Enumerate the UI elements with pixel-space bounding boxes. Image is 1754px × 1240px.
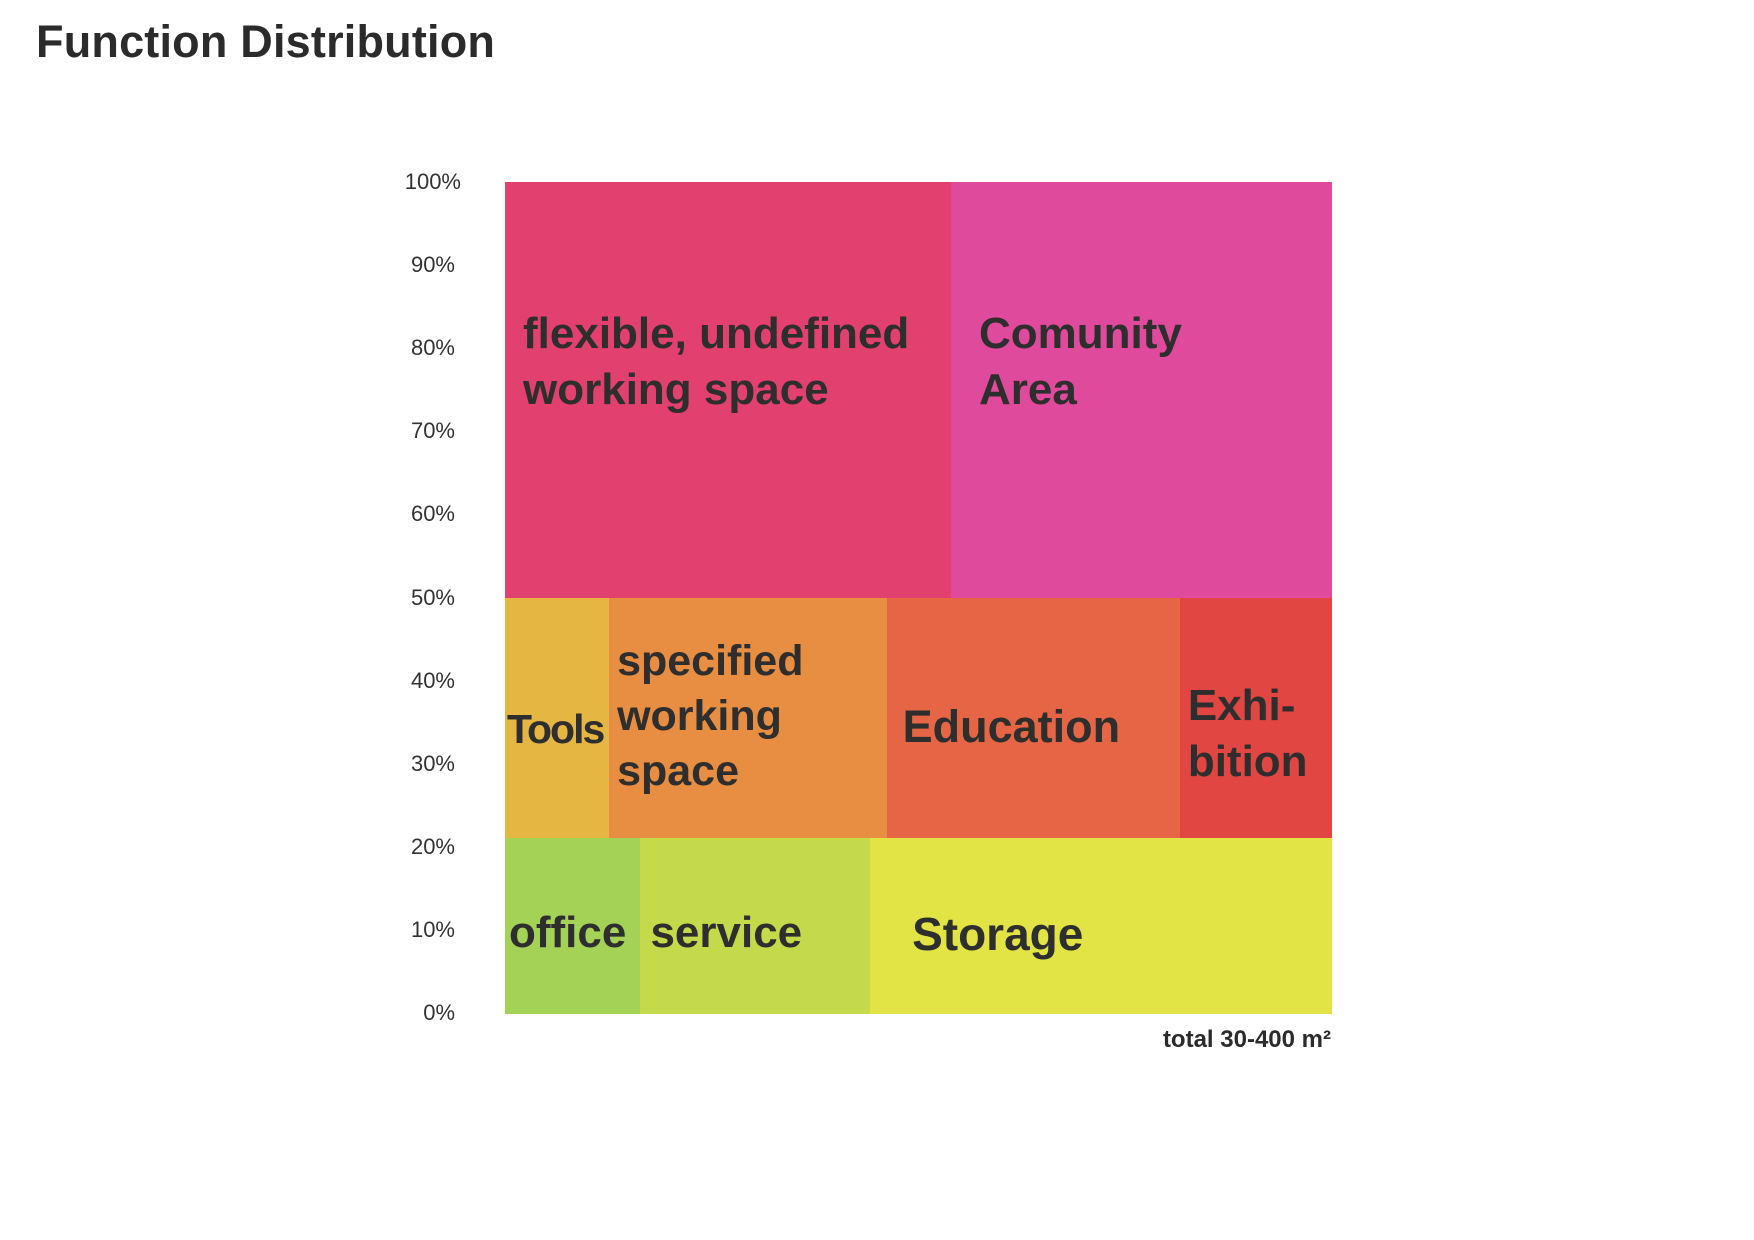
y-tick-label: 70% — [410, 418, 455, 444]
y-tick-label: 60% — [410, 501, 455, 527]
y-tick-label: 40% — [410, 667, 455, 693]
treemap-block: flexible, undefined working space — [505, 182, 952, 599]
y-tick-label: 20% — [410, 833, 455, 859]
total-area-label: total 30-400 m² — [1162, 1026, 1331, 1053]
y-tick-label: 100% — [404, 169, 461, 194]
treemap-block: Education — [886, 597, 1181, 840]
treemap-block-label: specified working space — [617, 636, 804, 795]
y-tick-label: 90% — [410, 252, 455, 278]
treemap-block: service — [640, 838, 871, 1014]
y-tick-label: 80% — [410, 335, 455, 361]
treemap-block: office — [505, 838, 642, 1014]
treemap-block: specified working space — [609, 597, 888, 840]
treemap-block: Exhi- bition — [1179, 597, 1332, 840]
treemap-block-label: Storage — [912, 908, 1084, 961]
page-title: Function Distribution — [36, 16, 496, 67]
treemap-block-label: service — [650, 908, 803, 958]
y-tick-label: 50% — [410, 584, 455, 610]
treemap-plot-area: flexible, undefined working space Comunit… — [505, 182, 1332, 1014]
treemap-block-label: flexible, undefined working space — [523, 309, 910, 415]
treemap-block: Comunity Area — [951, 182, 1332, 599]
treemap-block-label: office — [509, 908, 627, 958]
treemap-block-label: Exhi- bition — [1187, 680, 1308, 786]
treemap-block-label: Comunity Area — [979, 309, 1182, 415]
treemap-block-label: Education — [902, 700, 1121, 752]
y-tick-label: 30% — [410, 750, 455, 776]
treemap-block-label: Tools — [507, 705, 605, 752]
treemap-block: Tools — [505, 597, 610, 840]
y-tick-label: 0% — [423, 1000, 455, 1025]
y-tick-label: 10% — [410, 916, 455, 942]
treemap-block: Storage — [870, 838, 1332, 1014]
